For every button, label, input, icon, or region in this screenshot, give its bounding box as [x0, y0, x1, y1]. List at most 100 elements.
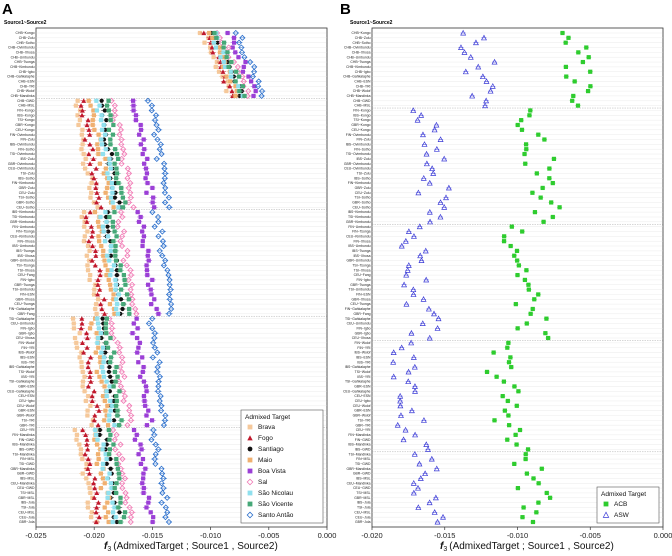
b-category-label: IBS~Gahkalaphe: [345, 365, 371, 369]
a-point-brava: [76, 122, 81, 128]
a-point-fogo: [89, 233, 95, 239]
a-point-brava: [91, 292, 97, 297]
b-point-asw: [419, 320, 426, 326]
a-point-santo-ant-o: [249, 73, 256, 80]
a-point-s-o-nicolau: [116, 205, 121, 210]
b-point-asw: [419, 131, 426, 138]
a-legend-label: Santo Antão: [258, 512, 294, 519]
a-point-brava: [82, 210, 87, 215]
a-point-boa-vista: [141, 364, 146, 370]
a-point-fogo: [87, 209, 93, 215]
b-point-asw: [412, 431, 419, 438]
a-point-boa-vista: [143, 166, 149, 171]
a-point-s-o-nicolau: [114, 297, 119, 302]
a-point-s-o-vicente: [108, 137, 113, 142]
a-point-maio: [97, 161, 103, 166]
b-point-acb: [544, 490, 549, 496]
a-point-s-o-nicolau: [101, 360, 106, 365]
b-point-asw: [443, 194, 449, 201]
b-category-label: GBR~Igbo: [355, 331, 371, 335]
b-point-acb: [584, 45, 589, 50]
b-point-acb: [566, 35, 571, 40]
a-point-s-o-vicente: [117, 476, 122, 481]
a-point-boa-vista: [140, 456, 146, 462]
a-point-fogo: [85, 466, 91, 471]
a-point-s-o-nicolau: [104, 456, 109, 462]
a-point-santo-ant-o: [149, 209, 156, 216]
a-point-brava: [74, 345, 80, 350]
b-point-acb: [507, 423, 512, 428]
a-point-sal: [127, 417, 135, 424]
b-point-asw: [469, 92, 476, 99]
a-point-santo-ant-o: [160, 242, 167, 250]
a-point-santo-ant-o: [164, 267, 171, 274]
a-point-maio: [103, 408, 108, 413]
b-point-asw: [475, 63, 482, 70]
a-category-label: FIN~Wolof: [18, 341, 34, 345]
a-point-santo-ant-o: [150, 426, 157, 434]
a-point-boa-vista: [140, 229, 145, 234]
b-point-asw: [412, 388, 419, 394]
a-point-s-o-nicolau: [103, 452, 108, 457]
a-point-s-o-vicente: [116, 471, 121, 476]
b-category-label: CHB~Ovimbundu: [344, 46, 371, 50]
a-point-santo-ant-o: [166, 296, 173, 303]
a-point-santo-ant-o: [144, 97, 152, 104]
a-point-s-o-nicolau: [112, 505, 117, 510]
a-point-brava: [80, 379, 86, 384]
a-point-s-o-nicolau: [100, 151, 105, 157]
a-point-s-o-nicolau: [222, 64, 228, 69]
b-point-asw: [420, 296, 427, 302]
a-point-santo-ant-o: [160, 262, 167, 269]
b-point-asw: [479, 73, 486, 80]
a-point-santo-ant-o: [238, 49, 246, 56]
a-point-sal: [120, 397, 127, 405]
a-point-fogo: [80, 427, 86, 433]
a-point-brava: [92, 287, 97, 292]
a-point-s-o-vicente: [119, 185, 124, 191]
b-point-acb: [536, 132, 541, 137]
a-legend-label: Fogo: [258, 435, 273, 442]
a-point-santo-ant-o: [241, 54, 248, 61]
a-point-santiago: [109, 379, 114, 384]
b-point-asw: [429, 165, 436, 172]
a-point-brava: [75, 98, 80, 103]
a-point-sal: [108, 330, 115, 337]
a-point-s-o-nicolau: [94, 98, 99, 103]
a-point-sal: [121, 373, 128, 380]
a-point-fogo: [89, 170, 95, 176]
a-legend-marker: [247, 501, 253, 507]
a-point-santo-ant-o: [156, 247, 163, 254]
b-point-acb: [530, 306, 535, 312]
a-point-brava: [88, 490, 93, 496]
a-point-s-o-nicolau: [111, 263, 117, 268]
a-category-label: IBS~YRI: [21, 360, 34, 364]
a-point-s-o-nicolau: [104, 219, 109, 224]
a-point-fogo: [91, 417, 97, 423]
a-point-s-o-vicente: [114, 461, 119, 467]
a-point-santiago: [105, 224, 110, 229]
a-point-brava: [82, 389, 87, 394]
a-point-s-o-vicente: [242, 93, 247, 99]
a-point-boa-vista: [142, 161, 147, 166]
a-point-boa-vista: [135, 210, 140, 215]
a-point-fogo: [95, 282, 101, 287]
b-point-acb: [588, 69, 593, 74]
b-point-acb: [570, 98, 575, 103]
a-point-sal: [125, 184, 132, 191]
a-point-brava: [211, 55, 216, 60]
a-point-brava: [96, 297, 101, 302]
a-category-label: IBS~Mandinka: [12, 443, 34, 447]
a-point-s-o-nicolau: [100, 447, 105, 452]
b-point-asw: [416, 223, 423, 230]
a-point-boa-vista: [145, 180, 150, 186]
a-point-fogo: [91, 156, 96, 161]
a-point-fogo: [97, 272, 103, 278]
b-category-label: TSI~Tsonga: [352, 263, 370, 267]
b-category-label: GBR~Jola: [355, 520, 371, 524]
a-point-s-o-nicolau: [107, 418, 112, 423]
b-category-label: FIN~Ovimbundu: [346, 133, 371, 137]
a-point-santo-ant-o: [236, 39, 243, 46]
a-point-santiago: [107, 364, 112, 370]
b-point-acb: [502, 234, 507, 239]
